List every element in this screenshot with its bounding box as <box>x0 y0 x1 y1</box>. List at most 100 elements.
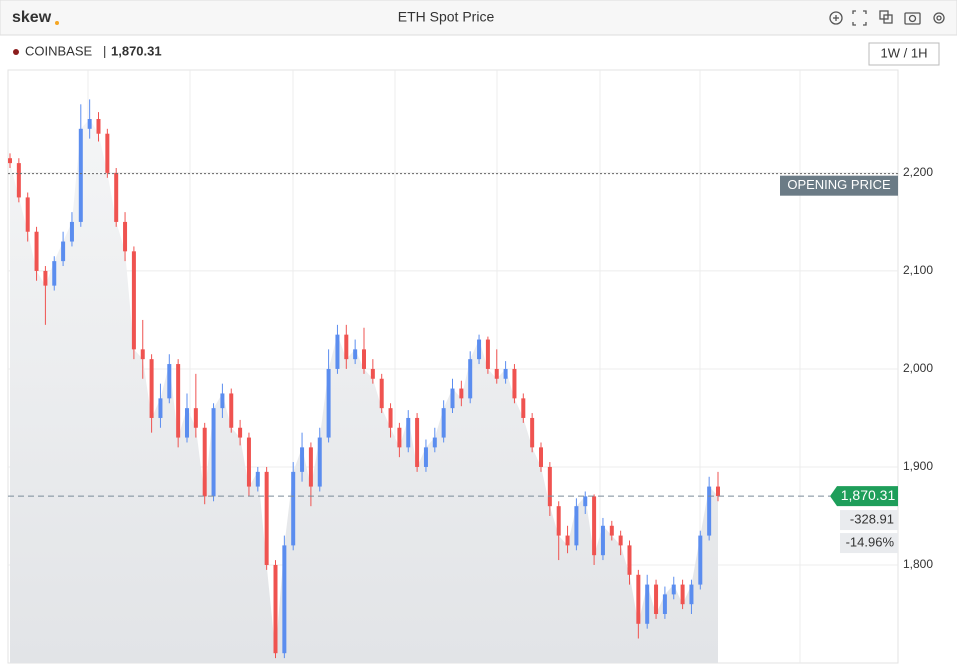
timeframe[interactable]: 1W / 1H <box>881 45 928 60</box>
candle-body <box>238 427 243 438</box>
candle-body <box>574 506 579 546</box>
last-price-badge <box>830 486 898 507</box>
candle-body <box>353 349 358 360</box>
candle-body <box>246 437 251 487</box>
candle-body <box>202 427 207 497</box>
candle-body <box>25 197 30 232</box>
candle-body <box>415 417 420 467</box>
candle-body <box>131 251 136 350</box>
candle-body <box>140 349 145 360</box>
candle-body <box>158 398 163 418</box>
candle-body <box>344 334 349 360</box>
candle-body <box>370 368 375 379</box>
candle-body <box>494 368 499 379</box>
candle-body <box>335 334 340 369</box>
candle-body <box>592 496 597 556</box>
candle-body <box>264 471 269 565</box>
candle-body <box>282 545 287 654</box>
candle-body <box>707 486 712 536</box>
candle-body <box>105 133 110 173</box>
candle-body <box>291 471 296 546</box>
toolbar-icons[interactable] <box>829 10 945 26</box>
opening-price-label: OPENING PRICE <box>787 177 891 192</box>
candle-body <box>468 359 473 399</box>
candle-body <box>326 368 331 438</box>
candle-body <box>379 378 384 409</box>
candle-body <box>503 368 508 379</box>
candle-body <box>16 163 21 198</box>
candle-body <box>149 359 154 418</box>
candle-body <box>87 119 92 129</box>
candle-body <box>600 525 605 556</box>
candle-body <box>432 437 437 448</box>
y-tick-label: 1,900 <box>903 459 933 473</box>
candle-body <box>565 535 570 546</box>
candle-body <box>406 417 411 448</box>
candle-body <box>716 486 720 497</box>
y-tick-label: 1,800 <box>903 557 933 571</box>
candle-body <box>52 261 57 286</box>
candle-body <box>618 535 623 546</box>
y-tick-label: 2,100 <box>903 263 933 277</box>
candle-body <box>539 447 543 467</box>
candle-body <box>255 471 260 487</box>
candle-body <box>654 584 659 614</box>
candle-body <box>273 564 278 654</box>
candle-body <box>317 437 322 487</box>
candle-body <box>530 417 535 448</box>
candle-body <box>423 447 428 467</box>
candle-body <box>698 535 703 585</box>
logo-dot <box>55 21 59 25</box>
candle-body <box>583 496 588 507</box>
header-bar <box>0 0 957 36</box>
candle-body <box>485 339 490 369</box>
candle-body <box>397 427 402 448</box>
timeframe-button[interactable] <box>868 42 940 66</box>
candle-body <box>96 119 101 134</box>
candle-body <box>645 584 650 624</box>
candle-body <box>556 506 561 536</box>
candle-body <box>441 408 446 438</box>
header-title: ETH Spot Price <box>398 9 495 25</box>
candle-body <box>193 408 198 428</box>
change-pct-label: -14.96% <box>846 535 895 550</box>
candle-body <box>680 584 685 605</box>
candle-body <box>167 364 172 399</box>
candle-body <box>300 447 305 472</box>
candle-body <box>512 368 517 399</box>
candle-body <box>34 231 39 271</box>
header-last-price: 1,870.31 <box>111 43 162 58</box>
candle-body <box>636 574 641 624</box>
candle-body <box>388 408 393 428</box>
candle-body <box>459 388 464 399</box>
candle-body <box>61 241 66 262</box>
logo: skew <box>12 9 52 26</box>
candle-body <box>114 172 119 222</box>
candle-body <box>123 221 128 252</box>
candle-body <box>547 466 552 507</box>
candle-body <box>43 270 48 286</box>
candle-body <box>69 221 74 242</box>
candle-body <box>521 398 526 418</box>
candle-body <box>450 388 455 409</box>
candle-body <box>211 408 216 497</box>
candle-body <box>609 525 614 536</box>
exchange: COINBASE <box>25 43 93 58</box>
y-tick-label: 2,200 <box>903 165 933 179</box>
candle-body <box>362 349 366 369</box>
candle-body <box>220 393 225 409</box>
candle-body <box>229 393 234 428</box>
candle-body <box>689 584 694 605</box>
opening-price-badge <box>780 175 898 196</box>
candle-body <box>176 364 181 438</box>
y-tick-label: 2,000 <box>903 361 933 375</box>
candle-body <box>627 545 632 575</box>
price-area <box>10 119 718 664</box>
change-label: -328.91 <box>850 512 894 527</box>
candle-body <box>662 594 667 614</box>
candle-body <box>185 408 189 438</box>
candle-body <box>308 447 313 487</box>
exchange-dot <box>13 49 19 55</box>
